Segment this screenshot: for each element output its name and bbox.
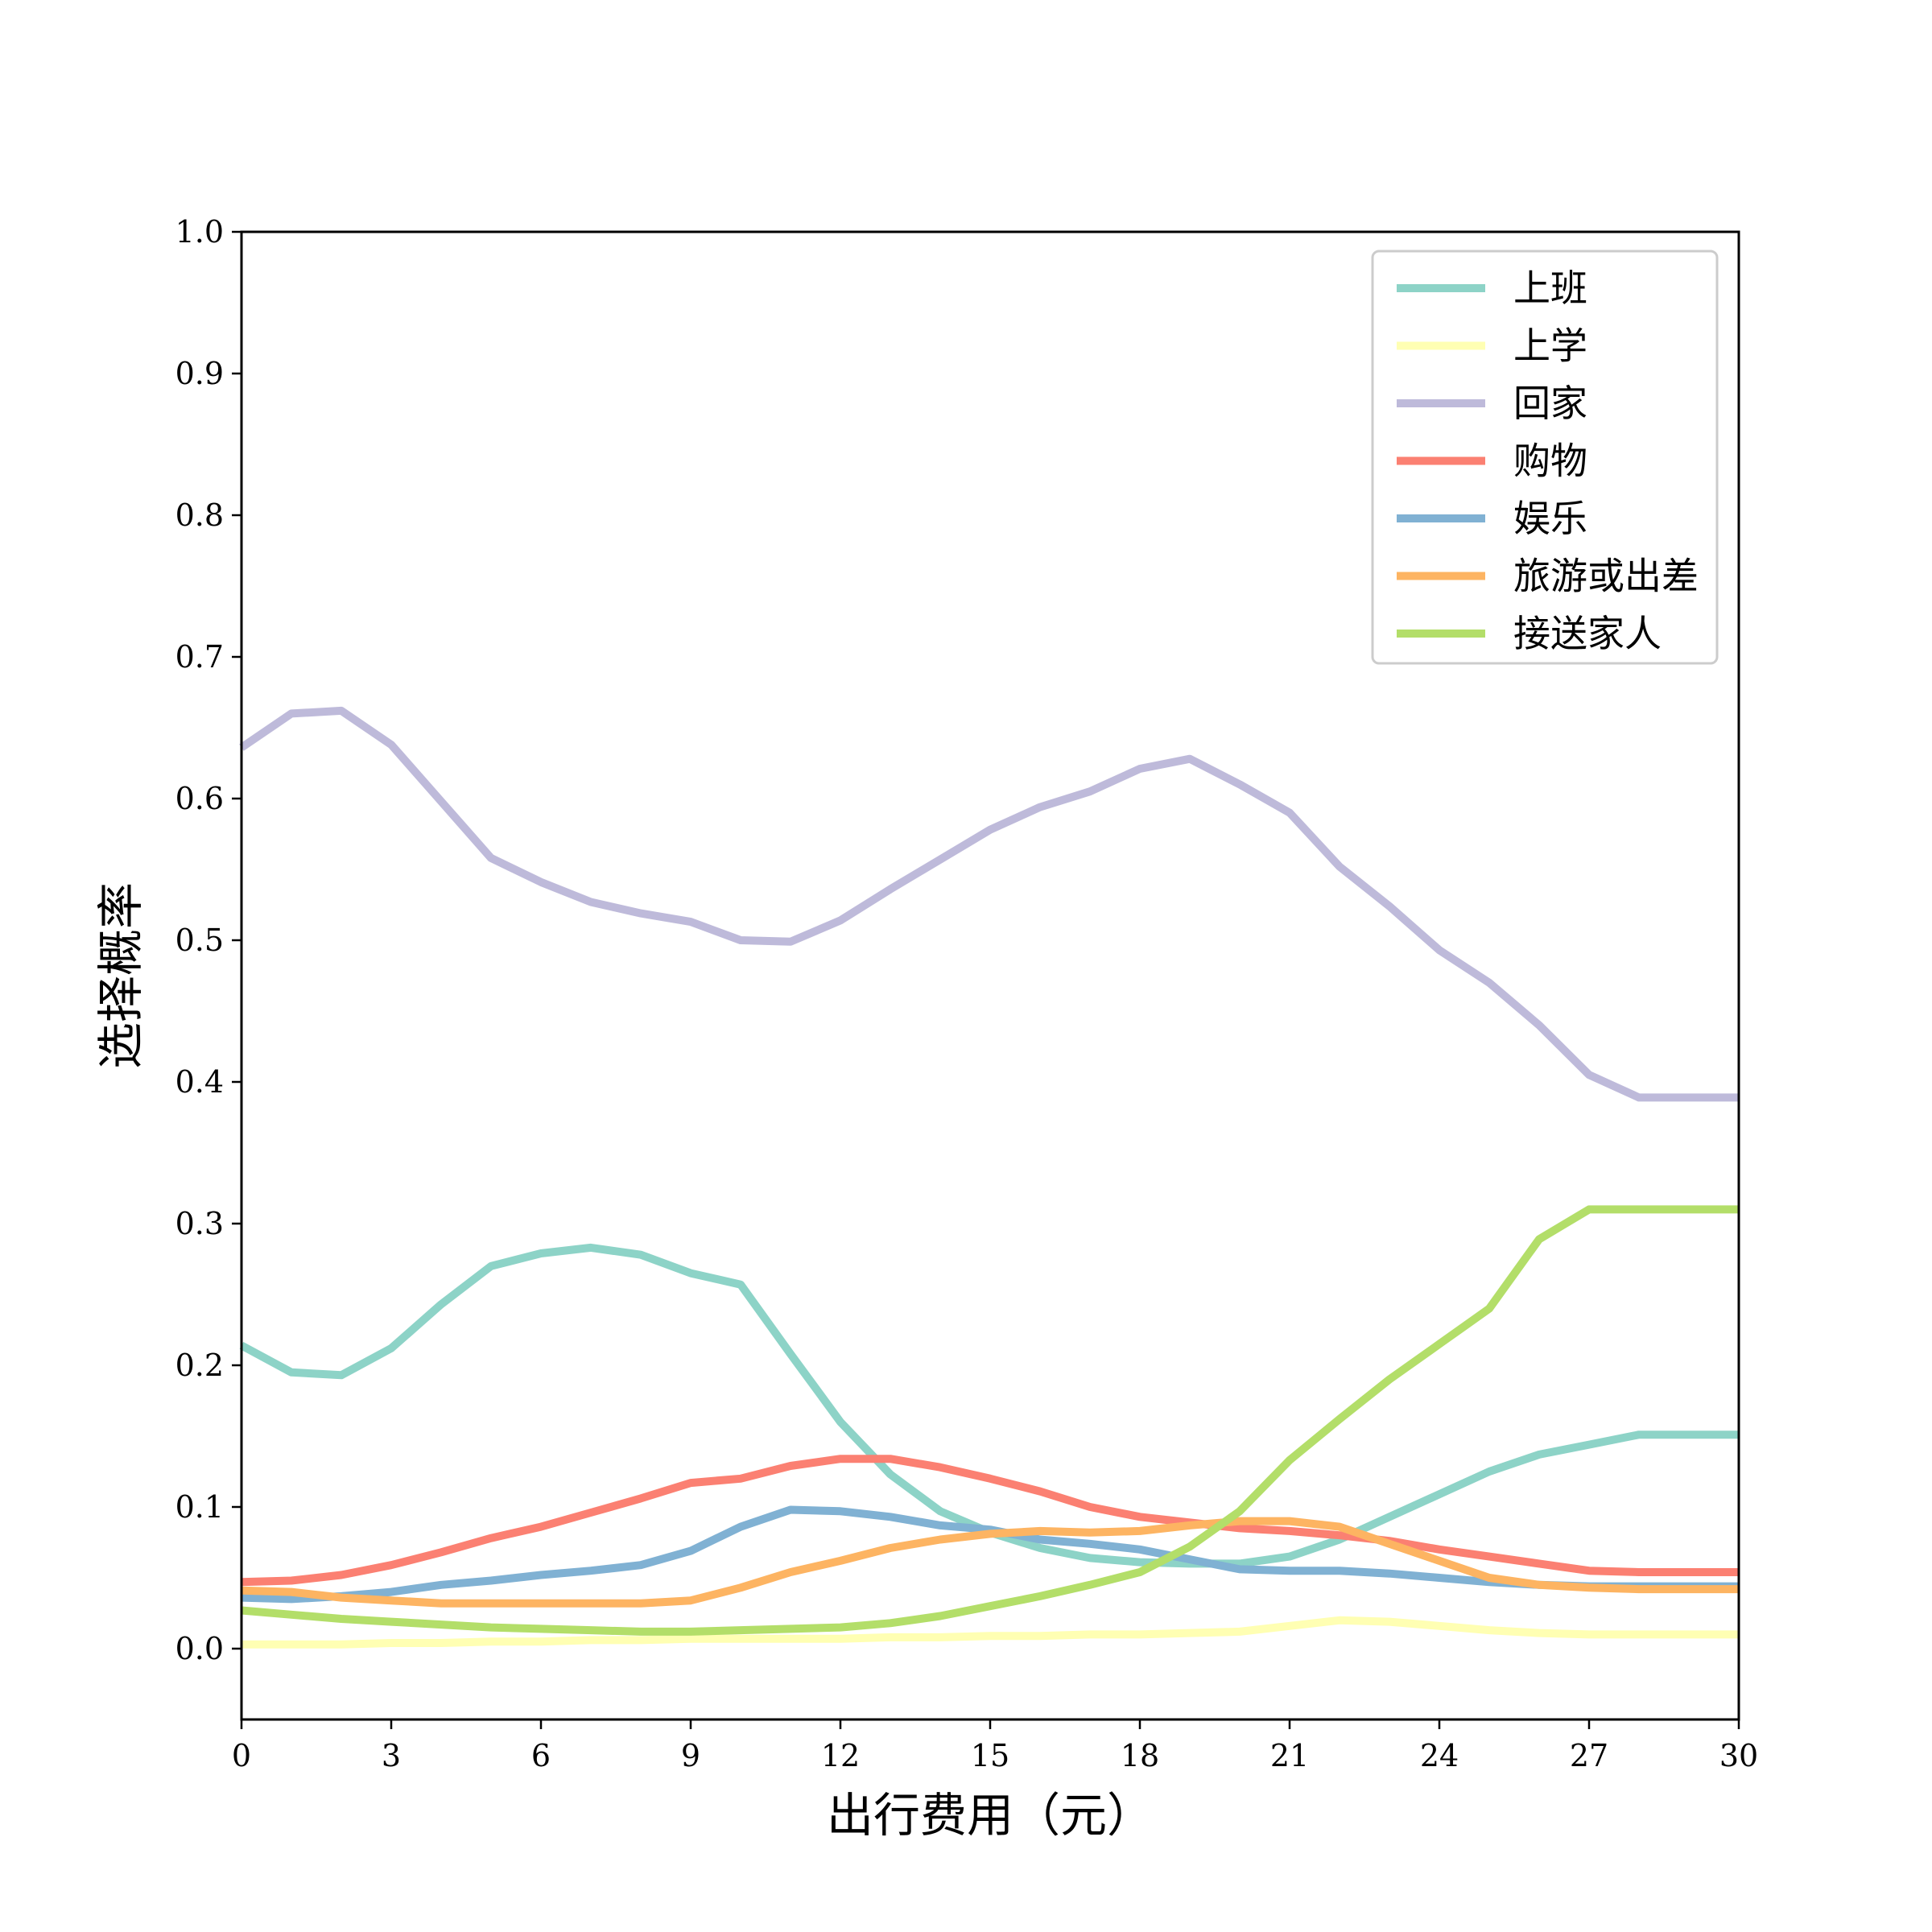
- series-line-1: [239, 1243, 1739, 1568]
- legend-frame: [1371, 250, 1719, 665]
- x-tick-label: 30: [1719, 1738, 1758, 1773]
- series-line-7: [241, 1205, 1739, 1636]
- y-tick-label: 0.9: [175, 356, 224, 391]
- x-tick-label: 9: [681, 1738, 700, 1773]
- x-tick-label: 6: [531, 1738, 551, 1773]
- x-tick-label: 21: [1270, 1738, 1309, 1773]
- y-tick-label: 0.5: [175, 923, 224, 958]
- legend-label: 购物: [1513, 440, 1587, 483]
- legend-label: 上学: [1513, 324, 1587, 368]
- y-axis-title: 选择概率: [93, 882, 148, 1069]
- series-line-5: [241, 1505, 1739, 1604]
- y-tick-label: 0.3: [175, 1206, 224, 1241]
- y-tick-label: 0.4: [175, 1064, 224, 1100]
- series-layer: [239, 706, 1739, 1649]
- series-line-2: [242, 1616, 1739, 1649]
- legend-label: 接送家人: [1513, 612, 1662, 655]
- series-line-3: [239, 706, 1739, 1102]
- x-tick-label: 18: [1121, 1738, 1159, 1773]
- x-tick-label: 0: [232, 1738, 251, 1773]
- y-tick-label: 0.7: [175, 639, 224, 675]
- x-tick-label: 12: [821, 1738, 860, 1773]
- legend-label: 旅游或出差: [1513, 555, 1699, 598]
- y-axis: 0.0 0.1 0.2 0.3 0.4 0.5 0.6 0.7 0.8 0.9 1.0: [175, 214, 242, 1666]
- y-tick-label: 0.0: [175, 1631, 224, 1666]
- x-axis: 0 3 6 9 12 15 18 21 24 27 30: [232, 1719, 1758, 1773]
- legend-label: 娱乐: [1513, 497, 1587, 540]
- y-tick-label: 0.2: [175, 1348, 224, 1383]
- y-tick-label: 0.8: [175, 497, 224, 533]
- series-line-4: [241, 1455, 1739, 1587]
- y-tick-label: 0.6: [175, 781, 224, 816]
- series-line-6: [241, 1517, 1739, 1608]
- legend-label: 回家: [1513, 382, 1587, 425]
- y-tick-label: 0.1: [175, 1489, 224, 1525]
- legend-label: 上班: [1513, 266, 1587, 310]
- x-tick-label: 24: [1420, 1738, 1459, 1773]
- x-tick-label: 15: [971, 1738, 1009, 1773]
- x-tick-label: 27: [1570, 1738, 1608, 1773]
- x-tick-label: 3: [382, 1738, 401, 1773]
- y-tick-label: 1.0: [175, 214, 224, 250]
- x-axis-title: 出行费用（元）: [827, 1788, 1154, 1843]
